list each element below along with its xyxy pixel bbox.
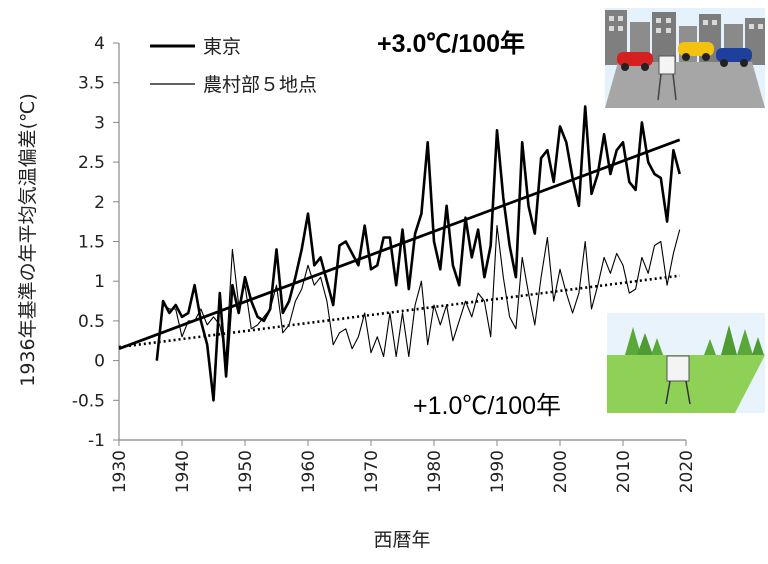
series-layer <box>155 105 681 402</box>
y-tick-label: -1 <box>88 431 105 451</box>
y-axis-label: 1936年基準の年平均気温偏差(℃) <box>17 93 39 387</box>
countryside-icon <box>607 313 765 413</box>
city-traffic-icon <box>605 8 765 108</box>
y-tick-label: 1 <box>94 272 105 292</box>
y-tick-group: 4 3.5 3 2.5 2 1.5 1 0.5 0 -0.5 -1 <box>72 34 119 451</box>
y-tick-label: 3 <box>94 113 105 133</box>
urban-trend-annotation: +3.0℃/100年 <box>377 29 525 58</box>
rural-trend-annotation: +1.0℃/100年 <box>413 392 561 420</box>
trend-layer <box>118 138 681 351</box>
y-tick-label: 2 <box>94 193 105 213</box>
legend-label-urban: 東京 <box>203 36 241 58</box>
y-tick-label: 0.5 <box>78 312 105 332</box>
legend: 東京 農村部５地点 <box>150 36 317 96</box>
trend-line-urban <box>118 138 681 351</box>
y-tick-label: 2.5 <box>78 153 105 173</box>
x-tick-label: 2000 <box>551 450 571 493</box>
series-line-urban <box>155 105 681 402</box>
y-tick-label: 3.5 <box>78 74 105 94</box>
x-tick-label: 1950 <box>236 450 256 493</box>
y-tick-label: 0 <box>94 352 105 372</box>
y-tick-label: -0.5 <box>72 391 105 411</box>
x-tick-label: 2010 <box>614 450 634 493</box>
y-tick-label: 4 <box>94 34 105 54</box>
x-tick-label: 1980 <box>425 450 445 493</box>
x-tick-label: 1930 <box>110 450 130 493</box>
axes: 4 3.5 3 2.5 2 1.5 1 0.5 0 -0.5 -1 1930 1940 1950 1960… <box>72 34 697 493</box>
x-tick-label: 1940 <box>173 450 193 493</box>
x-tick-label: 1990 <box>488 450 508 493</box>
y-tick-label: 1.5 <box>78 233 105 253</box>
x-tick-group: 1930 1940 1950 1960 1970 1980 1990 2000 2010 2020 <box>110 440 697 493</box>
trend-line-rural <box>118 274 680 349</box>
legend-label-rural: 農村部５地点 <box>203 74 317 96</box>
x-tick-label: 1970 <box>362 450 382 493</box>
x-axis-label: 西暦年 <box>373 529 430 551</box>
x-tick-label: 1960 <box>299 450 319 493</box>
x-tick-label: 2020 <box>677 450 697 493</box>
